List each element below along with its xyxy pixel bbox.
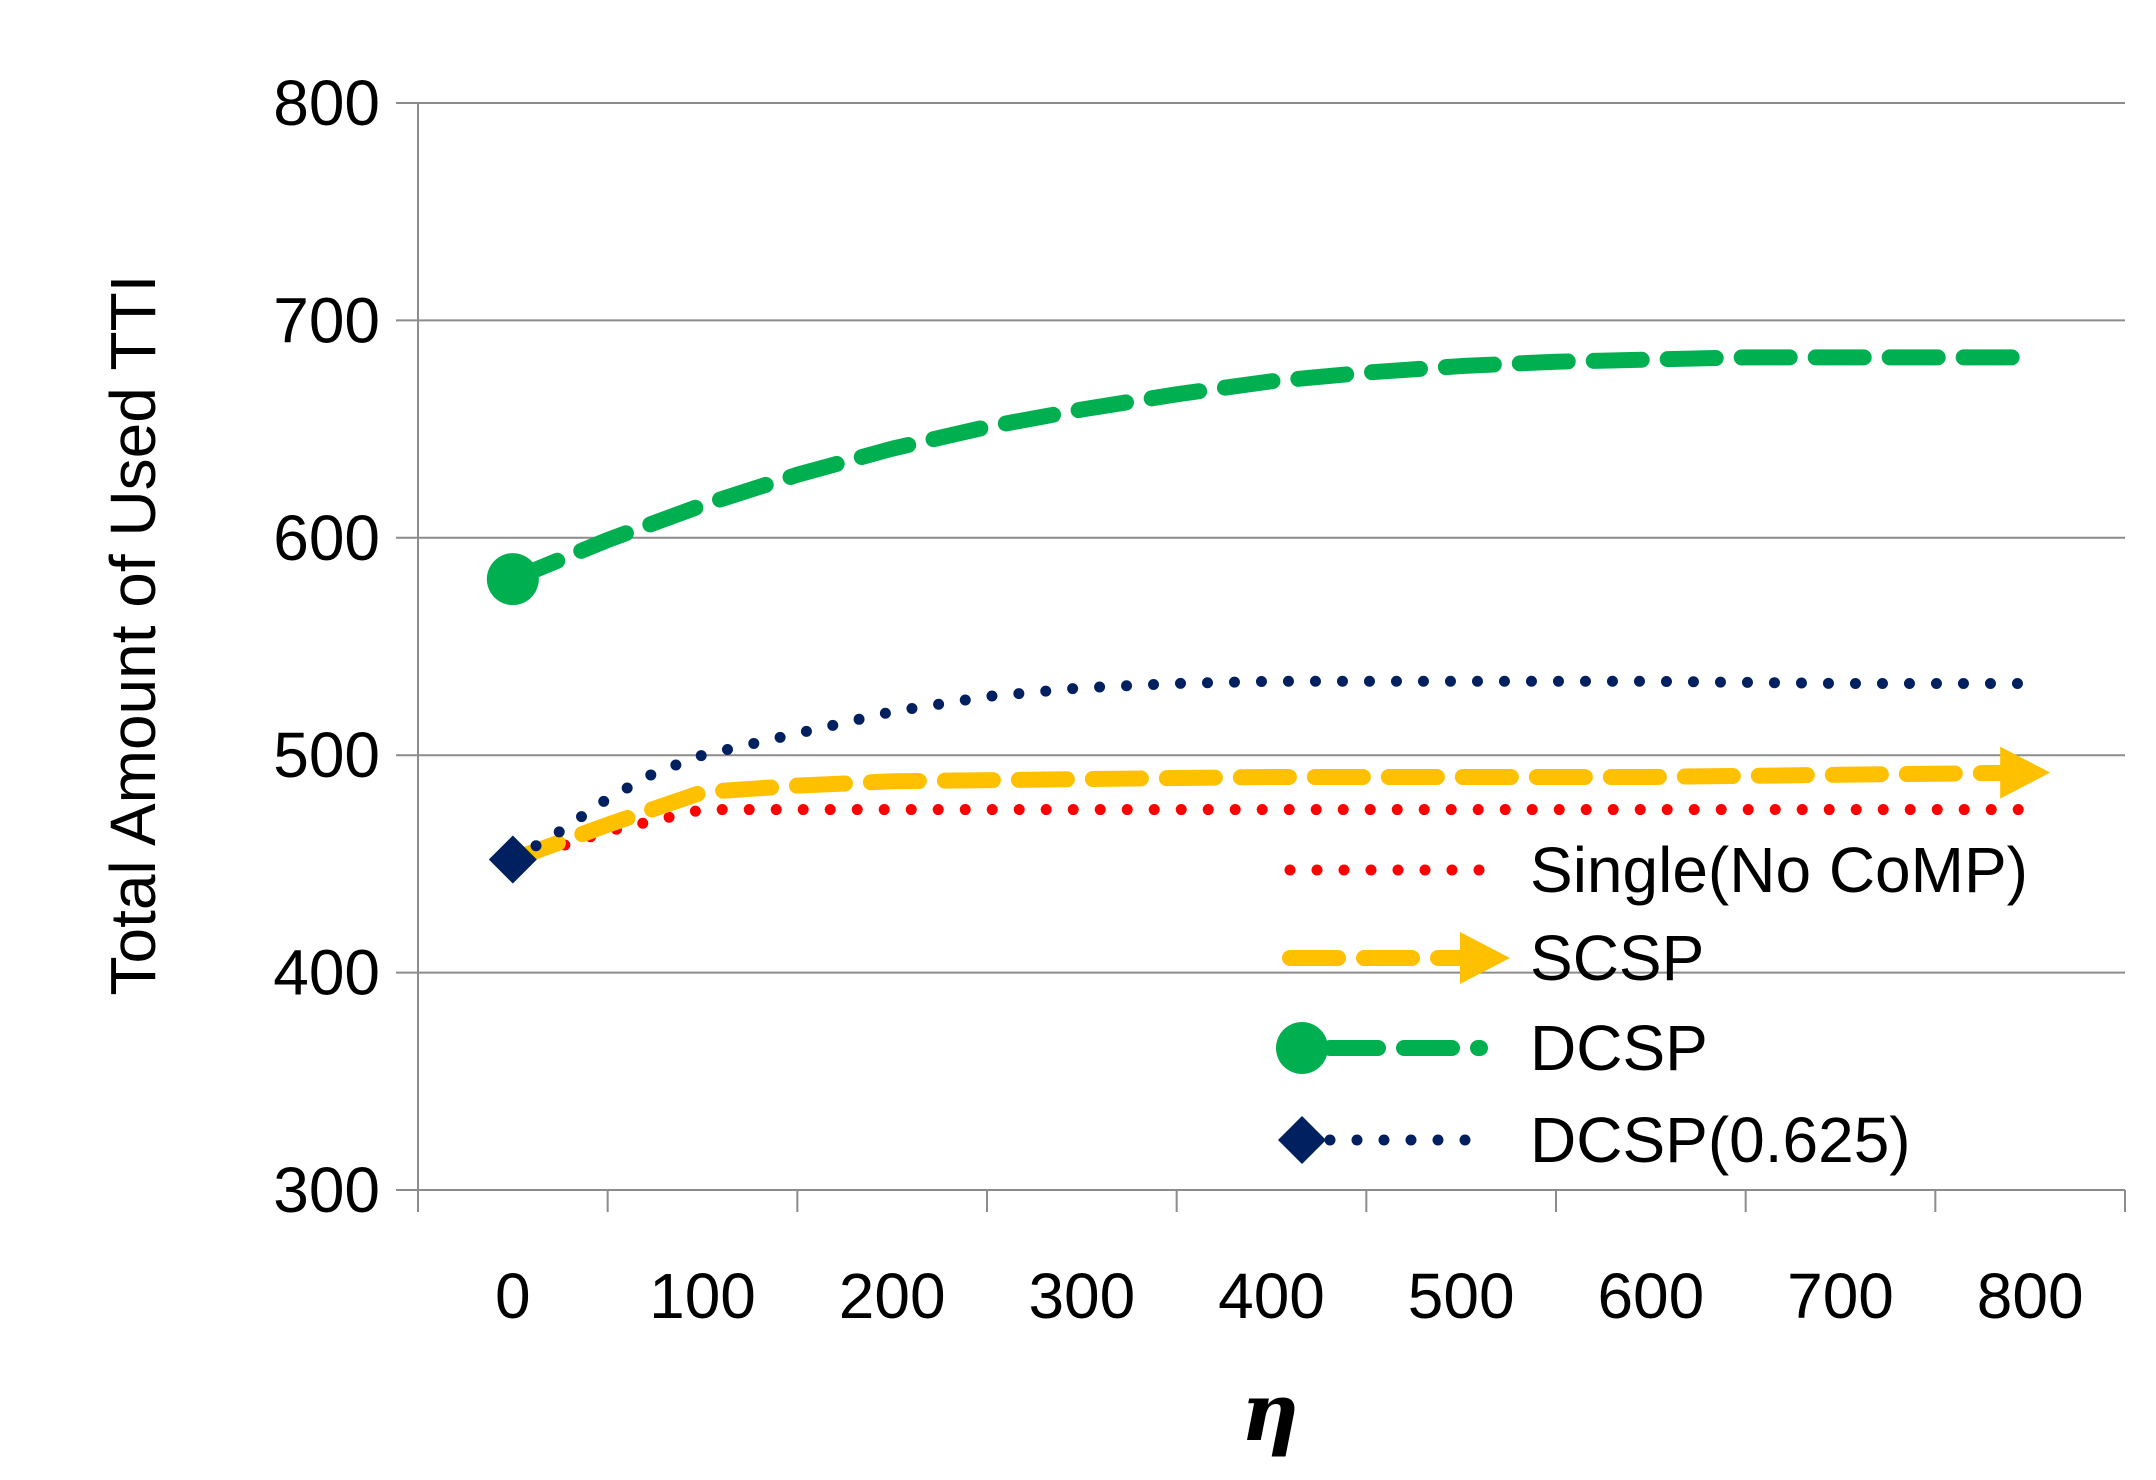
legend-item-DCSP(0.625): DCSP(0.625) — [1278, 1104, 1911, 1176]
x-tick-label-200: 200 — [839, 1260, 946, 1332]
y-tick-label-400: 400 — [273, 937, 380, 1009]
legend-item-DCSP: DCSP — [1276, 1012, 1708, 1084]
gridlines — [418, 102, 2125, 1191]
series-line-DCSP(0.625) — [507, 675, 2036, 866]
legend-item-SCSP: SCSP — [1282, 922, 1704, 994]
y-axis-title: Total Amount of Used TTI — [97, 275, 169, 996]
y-tick-label-500: 500 — [273, 719, 380, 791]
legend-label-DCSP(0.625): DCSP(0.625) — [1530, 1104, 1911, 1176]
x-tick-label-600: 600 — [1597, 1260, 1704, 1332]
x-tick-label-100: 100 — [649, 1260, 756, 1332]
legend-arrowhead-SCSP — [1460, 932, 1510, 984]
legend-label-DCSP: DCSP — [1530, 1012, 1708, 1084]
y-tick-label-800: 800 — [273, 67, 380, 139]
x-tick-label-700: 700 — [1787, 1260, 1894, 1332]
y-tick-label-700: 700 — [273, 284, 380, 356]
legend-marker-DCSP — [1276, 1022, 1328, 1074]
x-tick-label-300: 300 — [1028, 1260, 1135, 1332]
series-line-SCSP — [504, 764, 2039, 868]
series-marker-DCSP(0.625) — [488, 835, 537, 884]
x-tick-label-400: 400 — [1218, 1260, 1325, 1332]
series-marker-DCSP — [486, 553, 539, 606]
x-tick-label-0: 0 — [495, 1260, 531, 1332]
x-tick-label-800: 800 — [1977, 1260, 2084, 1332]
series-SCSP — [504, 746, 2051, 868]
legend-marker-DCSP(0.625) — [1278, 1116, 1326, 1164]
legend: Single(No CoMP) SCSP DCSP DCSP(0.625) — [1276, 834, 2028, 1176]
series-arrowhead-SCSP — [2000, 746, 2051, 799]
legend-label-Single(No CoMP): Single(No CoMP) — [1530, 834, 2028, 906]
legend-label-SCSP: SCSP — [1530, 922, 1704, 994]
series-group — [486, 349, 2051, 884]
legend-item-Single(No CoMP): Single(No CoMP) — [1284, 834, 2028, 906]
series-DCSP — [486, 349, 2039, 606]
x-tick-label-500: 500 — [1408, 1260, 1515, 1332]
y-tick-label-600: 600 — [273, 502, 380, 574]
series-line-DCSP — [504, 349, 2039, 588]
x-tick-labels: 0 100 200 300 400 500 600 700 800 — [495, 1260, 2084, 1332]
y-tick-labels: 300 400 500 600 700 800 — [273, 67, 380, 1226]
y-tick-label-300: 300 — [273, 1154, 380, 1226]
axes — [396, 102, 2126, 1212]
series-DCSP(0.625) — [488, 675, 2036, 884]
x-axis-title: η — [1241, 1365, 1299, 1459]
